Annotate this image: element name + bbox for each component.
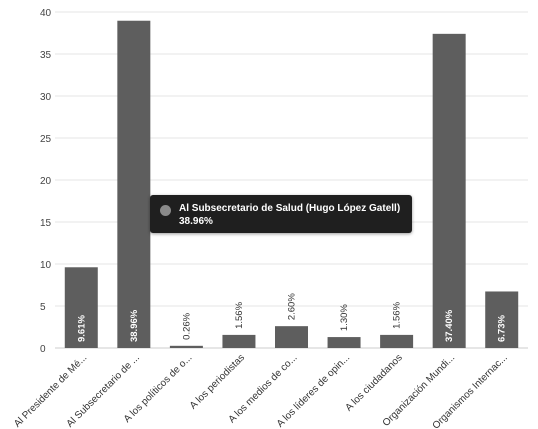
bar[interactable]: [222, 334, 256, 348]
y-tick-label: 25: [40, 134, 52, 145]
y-tick-label: 10: [40, 260, 52, 271]
bar[interactable]: [380, 334, 414, 348]
y-tick-label: 0: [40, 344, 46, 355]
data-label: 6.73%: [497, 315, 508, 342]
bar[interactable]: [169, 345, 203, 348]
y-tick-label: 20: [40, 176, 52, 187]
data-labels: 9.61% 38.96% 0.26% 1.56% 2.60% 1.30% 1.56% 37.4…: [76, 293, 507, 342]
x-axis-labels: Al Presidente de Mé...Al Subsecretario d…: [12, 352, 510, 429]
bar[interactable]: [327, 337, 361, 348]
y-tick-label: 35: [40, 50, 52, 61]
bar[interactable]: [432, 33, 466, 349]
y-axis-ticks: 0 5 10 15 20 25 30 35 40: [40, 8, 52, 355]
bar[interactable]: [117, 20, 151, 349]
tooltip-series-swatch: [160, 205, 171, 216]
data-label: 2.60%: [287, 293, 298, 320]
chart-tooltip: Al Subsecretario de Salud (Hugo López Ga…: [150, 195, 412, 233]
y-tick-label: 30: [40, 92, 52, 103]
data-label: 37.40%: [444, 309, 455, 342]
bars: [64, 20, 519, 349]
bar[interactable]: [64, 267, 98, 348]
bar[interactable]: [275, 326, 308, 348]
data-label: 38.96%: [129, 309, 140, 342]
data-label: 1.56%: [234, 301, 245, 328]
y-tick-label: 40: [40, 8, 52, 19]
tooltip-title: Al Subsecretario de Salud (Hugo López Ga…: [179, 203, 401, 214]
x-category-label: A los periodistas: [188, 352, 247, 411]
data-label: 0.26%: [181, 312, 192, 339]
bar[interactable]: [485, 291, 519, 348]
data-label: 1.30%: [339, 304, 350, 331]
x-category-label: A los ciudadanos: [343, 352, 404, 413]
y-tick-label: 5: [40, 302, 46, 313]
data-label: 1.56%: [392, 301, 403, 328]
tooltip-value: 38.96%: [179, 216, 213, 227]
data-label: 9.61%: [76, 315, 87, 342]
y-tick-label: 15: [40, 218, 52, 229]
